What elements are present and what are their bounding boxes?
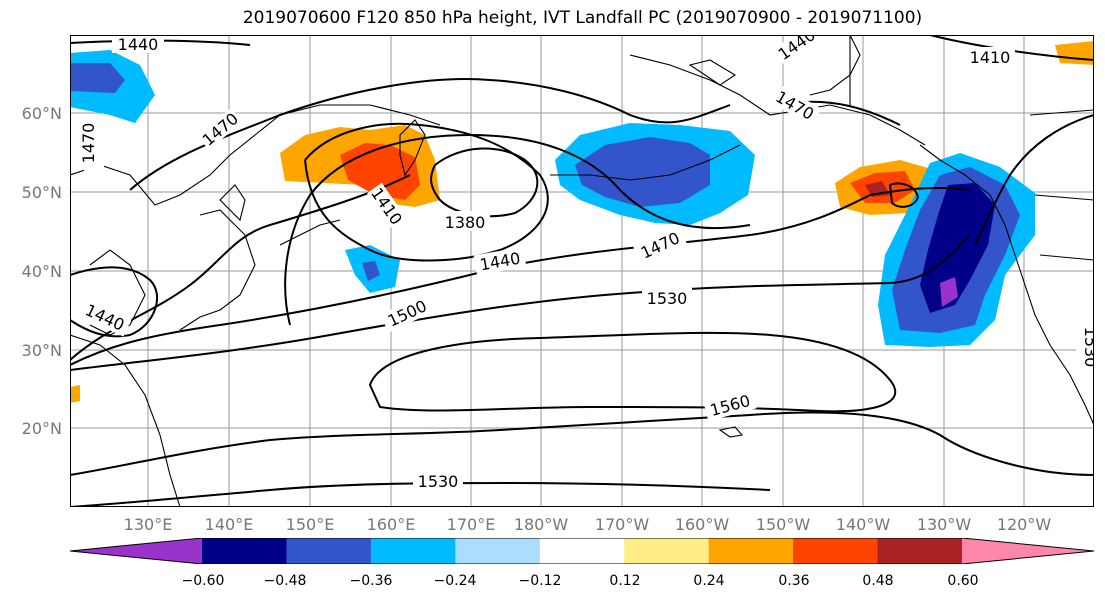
- lon-label-170w: 170°W: [594, 515, 650, 534]
- colorbar-extend-high: [962, 538, 1094, 564]
- lat-label-30n: 30°N: [21, 341, 62, 360]
- lon-label-150w: 150°W: [755, 515, 811, 534]
- colorbar-segment: [539, 538, 625, 564]
- colorbar-tick-label: −0.48: [263, 573, 307, 589]
- lon-label-170e: 170°E: [446, 515, 496, 534]
- contour-label: 1470: [772, 87, 817, 124]
- lon-label-140w: 140°W: [835, 515, 891, 534]
- colorbar-tick-label: 0.48: [862, 573, 894, 589]
- colorbar-extend-low: [70, 538, 202, 564]
- colorbar: [69, 537, 1095, 565]
- colorbar-svg: [69, 537, 1095, 565]
- colorbar-tick-label: 0.60: [947, 573, 979, 589]
- contour-label: 1410: [970, 48, 1011, 67]
- colorbar-segment: [202, 538, 287, 564]
- contour-label: 1530: [1081, 327, 1094, 368]
- colorbar-tick-label: −0.36: [349, 573, 393, 589]
- lon-label-120w: 120°W: [996, 515, 1052, 534]
- lon-label-130w: 130°W: [916, 515, 972, 534]
- colorbar-segment: [624, 538, 710, 564]
- contour-label: 1470: [638, 228, 683, 262]
- lat-label-40n: 40°N: [21, 262, 62, 281]
- colorbar-segment: [877, 538, 963, 564]
- contour-label: 1470: [79, 123, 98, 164]
- lon-label-160w: 160°W: [674, 515, 730, 534]
- colorbar-tick-label: 0.12: [609, 573, 641, 589]
- lat-label-20n: 20°N: [21, 419, 62, 438]
- contour-label: 1530: [647, 289, 688, 308]
- lon-label-180w: 180°W: [513, 515, 569, 534]
- contour-label: 1440: [118, 35, 159, 54]
- lat-label-60n: 60°N: [21, 104, 62, 123]
- lon-label-130e: 130°E: [123, 515, 173, 534]
- colorbar-segment: [455, 538, 541, 564]
- map-canvas: 1440 1470 1470 1410 1380 1440 1440 1470 …: [70, 35, 1094, 507]
- contour-label: 1530: [418, 472, 459, 491]
- colorbar-segment: [708, 538, 794, 564]
- colorbar-tick-label: 0.24: [693, 573, 725, 589]
- colorbar-tick-label: −0.24: [433, 573, 477, 589]
- lon-label-140e: 140°E: [204, 515, 254, 534]
- map-gridlines: [70, 35, 1094, 507]
- colorbar-tick-label: 0.36: [778, 573, 810, 589]
- colorbar-segment: [286, 538, 372, 564]
- colorbar-tick-label: −0.60: [181, 573, 225, 589]
- colorbar-segment: [793, 538, 879, 564]
- map-title: 2019070600 F120 850 hPa height, IVT Land…: [242, 8, 923, 28]
- contour-label: 1380: [445, 213, 486, 232]
- lon-label-160e: 160°E: [366, 515, 416, 534]
- colorbar-segment: [370, 538, 456, 564]
- lon-label-150e: 150°E: [285, 515, 335, 534]
- lat-label-50n: 50°N: [21, 183, 62, 202]
- colorbar-tick-label: −0.12: [518, 573, 562, 589]
- map-plot-area: 1440 1470 1470 1410 1380 1440 1440 1470 …: [70, 35, 1094, 507]
